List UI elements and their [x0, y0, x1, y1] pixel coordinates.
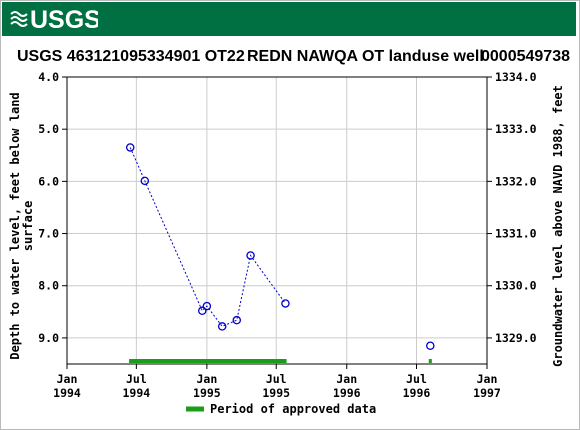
axis-ticks: 4.0 5.0 6.0 7.0 8.0 9.0 1334.0 1333.0 1332.0 1331…: [38, 70, 536, 400]
x-tick-label-month: Jan: [336, 372, 357, 386]
data-point: [217, 322, 227, 331]
x-tick-label-month: Jul: [266, 372, 287, 386]
data-point: [202, 301, 212, 311]
right-tick-label: 1330.0: [495, 279, 537, 293]
right-axis-label: Groundwater level above NAVD 1988, feet: [551, 85, 565, 367]
left-tick-label: 7.0: [38, 227, 59, 241]
approved-period-bars: [129, 359, 432, 363]
usgs-logo-text: USGS: [30, 6, 98, 32]
x-tick-label-month: Jan: [57, 372, 78, 386]
data-series: [125, 143, 435, 350]
left-axis-label-line2: surface: [21, 201, 35, 252]
x-tick-label-year: 1994: [53, 386, 81, 400]
left-tick-label: 8.0: [38, 279, 59, 293]
x-tick-label-month: Jul: [126, 372, 147, 386]
x-tick-label-year: 1995: [193, 386, 221, 400]
left-tick-label: 4.0: [38, 70, 59, 84]
data-point: [125, 143, 135, 152]
legend-label: Period of approved data: [210, 402, 376, 416]
data-point: [140, 176, 150, 186]
series-line: [129, 147, 286, 328]
approved-period-bar: [129, 359, 287, 363]
x-tick-label-year: 1994: [123, 386, 151, 400]
x-tick-label-month: Jan: [196, 372, 217, 386]
x-tick-label-month: Jul: [406, 372, 427, 386]
approved-period-bar: [428, 359, 432, 363]
data-point: [246, 251, 255, 260]
data-point: [426, 341, 435, 350]
x-tick-label-year: 1996: [403, 386, 431, 400]
left-tick-label: 6.0: [38, 174, 59, 188]
data-point: [281, 299, 290, 308]
grid-lines: [66, 76, 488, 364]
right-tick-label: 1334.0: [495, 70, 537, 84]
left-tick-label: 5.0: [38, 122, 59, 136]
data-point: [232, 315, 242, 325]
site-name-title: REDN NAWQA OT landuse well: [247, 48, 484, 65]
x-tick-label-year: 1997: [473, 386, 501, 400]
x-tick-label-month: Jan: [477, 372, 498, 386]
usgs-wave-logo-icon: USGS: [10, 6, 98, 32]
usgs-banner: USGS: [2, 2, 576, 36]
left-axis-label-line1: Depth to water level, feet below land: [8, 92, 22, 359]
data-point: [198, 306, 207, 316]
right-tick-label: 1333.0: [495, 122, 537, 136]
left-tick-label: 9.0: [38, 331, 59, 345]
x-tick-label-year: 1996: [333, 386, 361, 400]
plot-area-border: [66, 76, 488, 365]
right-tick-label: 1331.0: [495, 227, 537, 241]
right-tick-label: 1332.0: [495, 174, 537, 188]
x-tick-label-year: 1995: [262, 386, 290, 400]
site-number-title: 0000549738: [481, 48, 570, 65]
right-tick-label: 1329.0: [495, 331, 537, 345]
site-id-title: USGS 463121095334901 OT22: [17, 48, 245, 65]
